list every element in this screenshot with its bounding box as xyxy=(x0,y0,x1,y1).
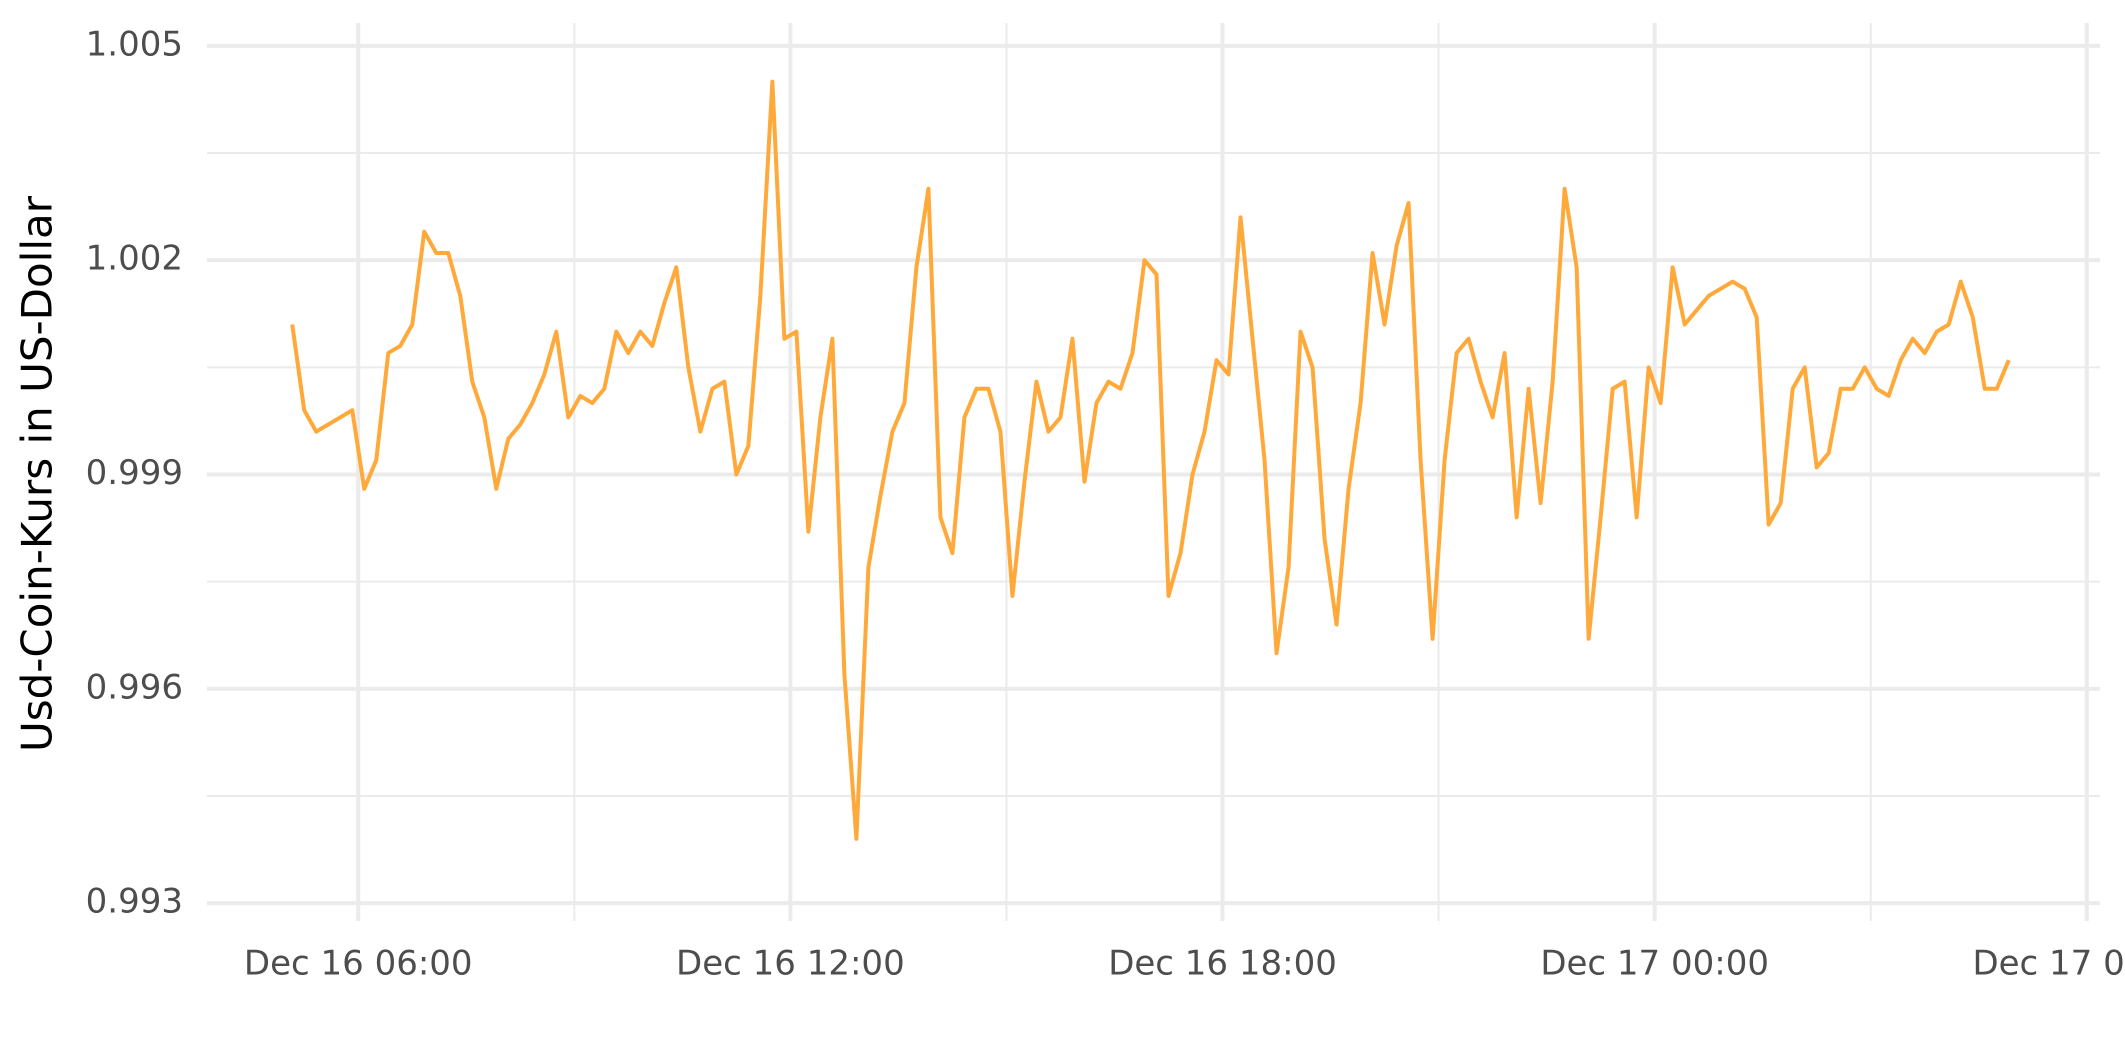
x-tick-label: Dec 16 06:00 xyxy=(244,944,473,984)
y-tick-label: 0.996 xyxy=(86,667,183,707)
y-tick-label: 1.002 xyxy=(86,239,183,279)
x-tick-label: Dec 17 00:00 xyxy=(1540,944,1769,984)
price-line xyxy=(290,79,2011,841)
x-tick-label: Dec 17 06:00 xyxy=(1972,944,2125,984)
y-axis-title: Usd-Coin-Kurs in US-Dollar xyxy=(13,195,62,752)
y-tick-label: 0.993 xyxy=(86,882,183,922)
y-tick-label: 1.005 xyxy=(86,24,183,64)
grid xyxy=(207,23,2100,921)
y-tick-label: 0.999 xyxy=(86,453,183,493)
x-tick-label: Dec 16 18:00 xyxy=(1108,944,1337,984)
x-tick-label: Dec 16 12:00 xyxy=(676,944,905,984)
